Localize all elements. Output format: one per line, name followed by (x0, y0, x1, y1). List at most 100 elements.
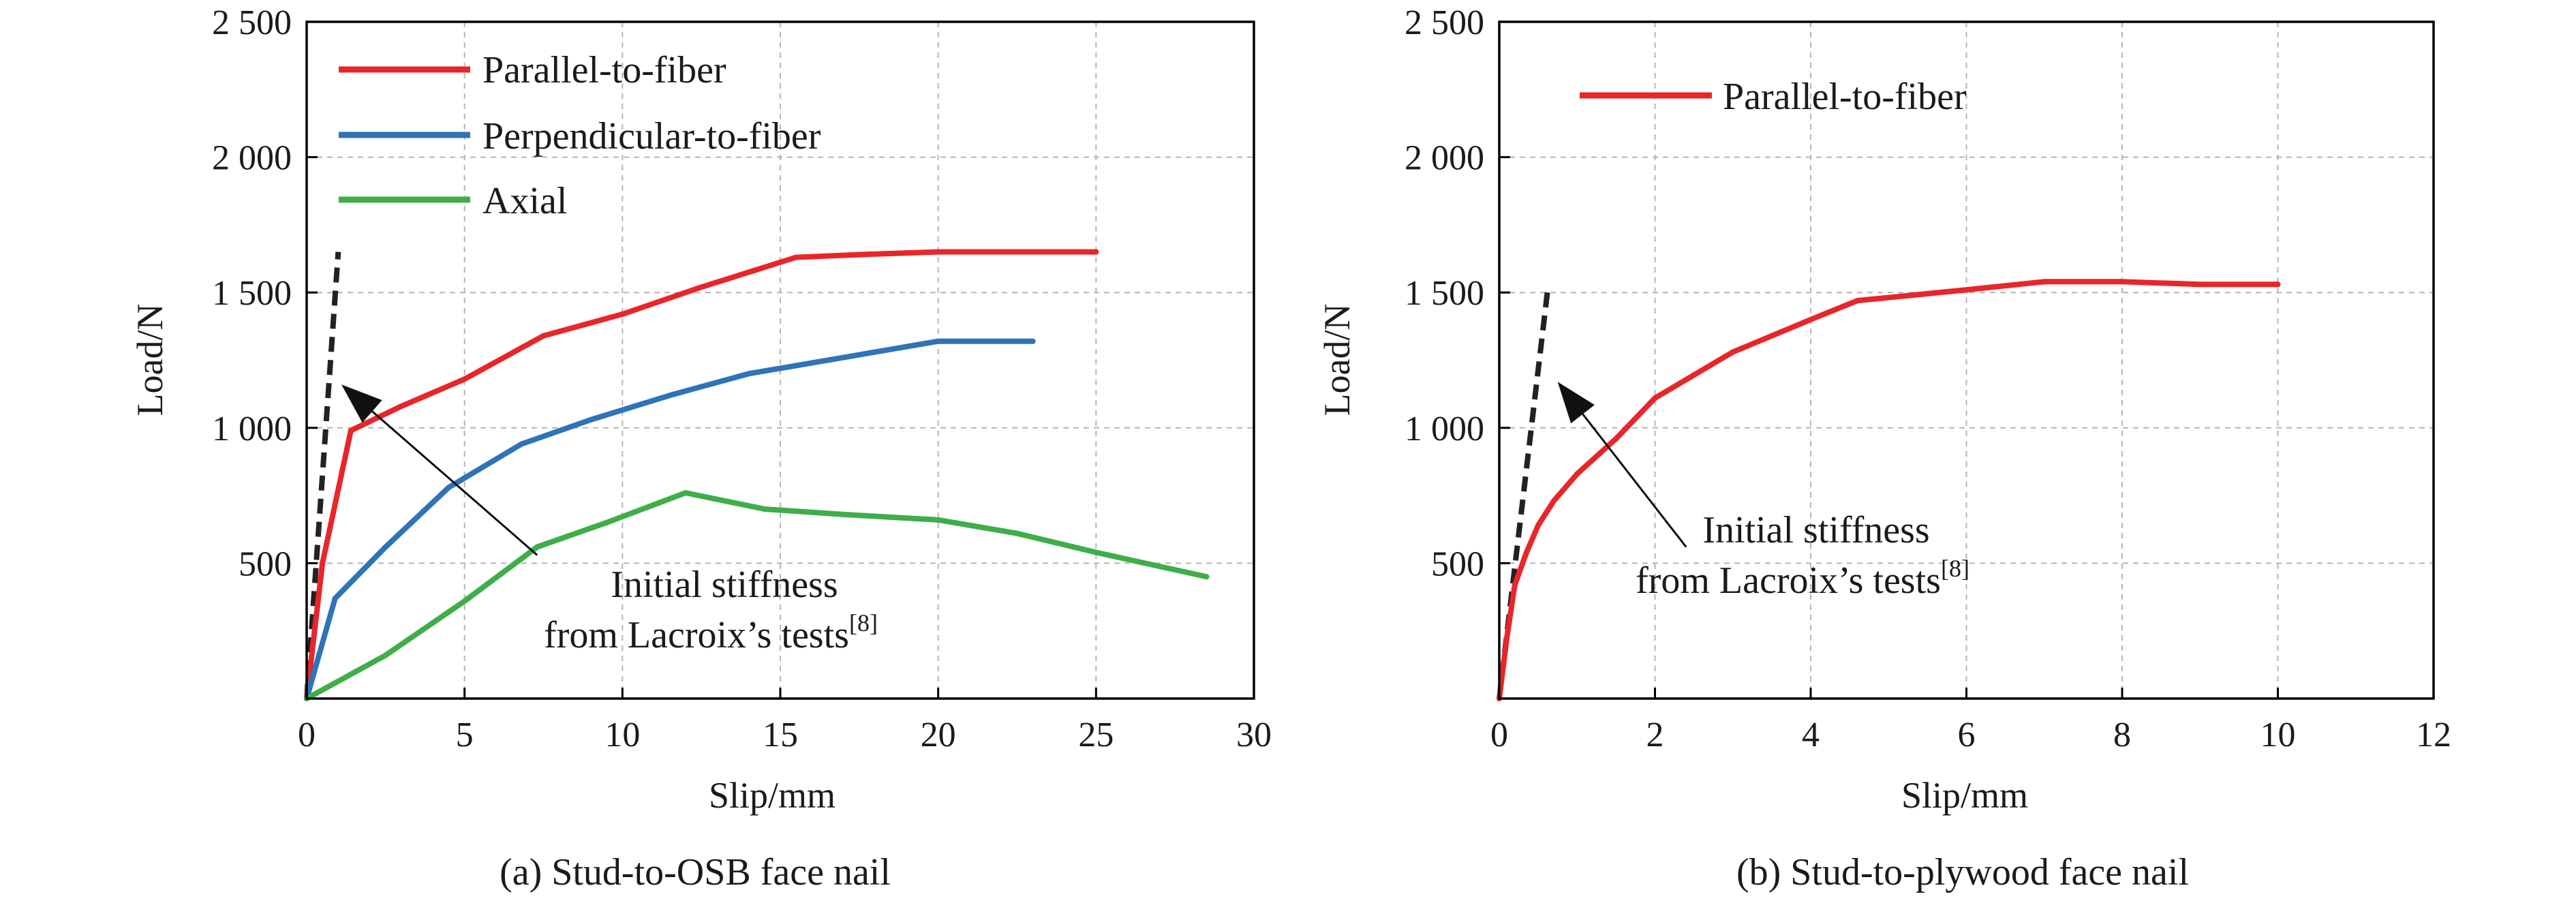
data-point-parallel-to-fiber (1963, 287, 1969, 293)
series-line-axial (304, 490, 1210, 701)
data-point-parallel-to-fiber (2041, 279, 2047, 285)
data-point-parallel-to-fiber (540, 333, 547, 339)
annotation-a (341, 384, 538, 556)
annotation-ref-a: [8] (849, 609, 878, 637)
x-tick-label: 0 (1490, 716, 1508, 754)
initial-stiffness-line (304, 251, 341, 699)
x-tick-label: 20 (921, 716, 956, 754)
y-tick-label: 2 000 (1405, 139, 1484, 178)
data-point-parallel-to-fiber (2119, 279, 2125, 285)
data-point-parallel-to-fiber (619, 311, 626, 317)
annotation-line2-b: from Lacroix’s tests[8] (1636, 555, 1969, 602)
y-tick-label: 1 500 (1405, 274, 1484, 313)
data-point-parallel-to-fiber (856, 251, 862, 258)
data-point-perpendicular-to-fiber (332, 596, 338, 602)
data-point-parallel-to-fiber (1574, 471, 1580, 477)
data-point-parallel-to-fiber (461, 376, 467, 382)
grid-b (1499, 22, 2434, 699)
x-axis-label-b: Slip/mm (1901, 775, 2028, 816)
data-point-parallel-to-fiber (1550, 498, 1557, 504)
data-point-perpendicular-to-fiber (588, 416, 594, 423)
annotation-line1-b: Initial stiffness (1702, 509, 1929, 551)
data-point-perpendicular-to-fiber (446, 485, 452, 491)
panel-b: 0 2 4 6 8 10 12 500 1 000 1 500 2 000 2 500 Paralle… (1317, 3, 2451, 893)
data-point-perpendicular-to-fiber (935, 338, 941, 344)
annotation-arrow-shaft (371, 410, 538, 556)
stiffness-line-a (304, 251, 341, 699)
annotation-arrow-head (341, 384, 382, 423)
data-point-axial (1014, 530, 1020, 536)
y-tick-label: 2 000 (212, 139, 292, 178)
data-point-axial (461, 598, 467, 604)
annotation-b (1557, 382, 1687, 548)
series-group-a (304, 249, 1210, 701)
data-point-perpendicular-to-fiber (666, 393, 673, 399)
ticks-a: 0 5 10 15 20 25 30 500 1 000 1 500 2 000 2 500 (212, 3, 1272, 754)
y-tick-label: 1 500 (212, 274, 292, 313)
x-axis-label-a: Slip/mm (709, 775, 835, 816)
data-point-parallel-to-fiber (793, 254, 799, 260)
data-point-axial (382, 652, 388, 658)
data-point-parallel-to-fiber (1504, 633, 1510, 639)
data-point-parallel-to-fiber (1523, 549, 1529, 555)
data-point-parallel-to-fiber (1730, 349, 1736, 355)
y-tick-label: 2 500 (1405, 3, 1484, 42)
caption-b: (b) Stud-to-plywood face nail (1736, 851, 2189, 893)
data-point-parallel-to-fiber (1613, 435, 1619, 442)
annotation-line2-text-a: from Lacroix’s tests (544, 614, 849, 656)
data-point-parallel-to-fiber (1093, 249, 1099, 255)
legend-b: Parallel-to-fiber (1580, 76, 1967, 118)
data-point-axial (1203, 574, 1210, 580)
y-tick-label: 2 500 (212, 3, 292, 42)
x-tick-label: 10 (604, 716, 640, 754)
data-point-parallel-to-fiber (348, 427, 354, 433)
y-axis-label-b: Load/N (1317, 304, 1358, 416)
data-point-parallel-to-fiber (320, 560, 326, 566)
legend-label-parallel-b: Parallel-to-fiber (1723, 76, 1967, 118)
data-point-parallel-to-fiber (2275, 281, 2281, 288)
x-tick-label: 0 (298, 716, 316, 754)
annotation-line1-a: Initial stiffness (611, 564, 838, 606)
x-tick-label: 12 (2416, 716, 2451, 754)
legend-label-parallel: Parallel-to-fiber (482, 49, 726, 91)
annotation-line2-text-b: from Lacroix’s tests (1636, 560, 1941, 602)
data-point-axial (840, 511, 846, 517)
legend-label-axial: Axial (482, 180, 567, 222)
x-tick-label: 6 (1958, 716, 1976, 754)
annotation-ref-b: [8] (1941, 555, 1969, 582)
data-point-parallel-to-fiber (1854, 298, 1860, 304)
panel-a: 0 5 10 15 20 25 30 500 1 000 1 500 2 000 2 500 Para… (129, 3, 1272, 893)
y-tick-label: 500 (239, 545, 292, 583)
x-tick-label: 2 (1646, 716, 1664, 754)
ticks-b: 0 2 4 6 8 10 12 500 1 000 1 500 2 000 2 500 (1405, 3, 2451, 754)
annotation-line2-a: from Lacroix’s tests[8] (544, 609, 878, 656)
x-tick-label: 15 (763, 716, 798, 754)
x-tick-label: 10 (2260, 716, 2296, 754)
x-tick-label: 30 (1236, 716, 1272, 754)
data-point-perpendicular-to-fiber (519, 441, 525, 447)
data-point-parallel-to-fiber (2197, 281, 2203, 288)
data-point-axial (935, 517, 941, 523)
y-axis-label-a: Load/N (129, 304, 170, 416)
data-point-parallel-to-fiber (1535, 522, 1542, 528)
data-point-parallel-to-fiber (1808, 316, 1813, 322)
caption-a: (a) Stud-to-OSB face nail (500, 851, 891, 893)
annotation-arrow-head (1557, 382, 1595, 424)
data-point-perpendicular-to-fiber (1030, 338, 1036, 344)
data-point-perpendicular-to-fiber (840, 354, 846, 361)
x-tick-label: 8 (2113, 716, 2131, 754)
data-point-axial (534, 544, 540, 550)
data-point-axial (761, 506, 767, 512)
data-point-parallel-to-fiber (1652, 395, 1658, 401)
x-tick-label: 4 (1802, 716, 1820, 754)
legend-a: Parallel-to-fiber Perpendicular-to-fiber… (339, 49, 821, 222)
data-point-parallel-to-fiber (399, 403, 404, 410)
data-point-axial (683, 490, 688, 496)
annotation-arrow-shaft (1582, 413, 1687, 548)
data-point-axial (1093, 549, 1099, 555)
data-point-parallel-to-fiber (935, 249, 941, 255)
grid-a (307, 22, 1254, 699)
y-tick-label: 1 000 (212, 410, 292, 448)
